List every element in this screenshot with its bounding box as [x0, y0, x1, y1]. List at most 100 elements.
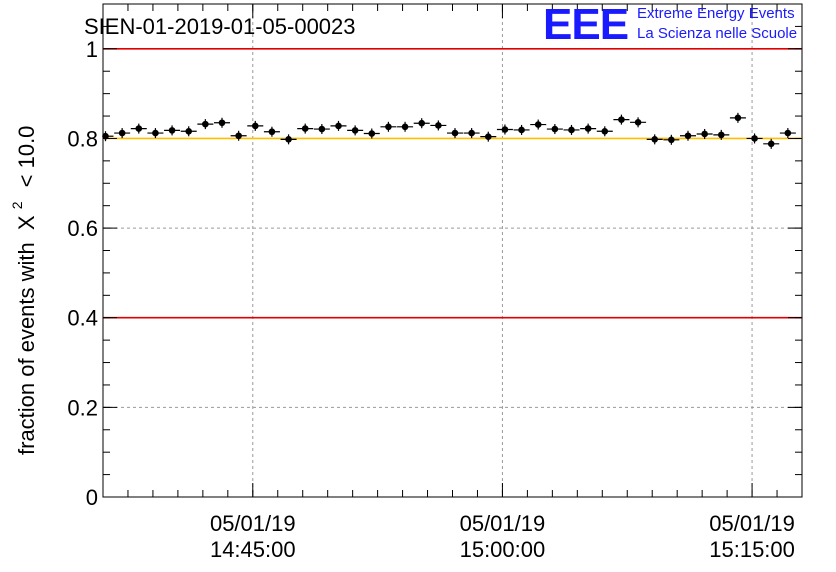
- point-marker: [534, 121, 542, 128]
- data-point: [213, 117, 230, 128]
- point-marker: [135, 125, 143, 132]
- data-point: [630, 117, 647, 128]
- data-point: [430, 120, 447, 131]
- point-marker: [218, 119, 226, 127]
- point-marker: [268, 128, 276, 136]
- y-axis-label-symbol: X: [14, 215, 39, 230]
- y-axis-label-tail: < 10.0: [14, 126, 39, 188]
- data-point: [580, 123, 597, 134]
- point-marker: [185, 127, 193, 135]
- data-point: [363, 128, 380, 139]
- data-point: [147, 128, 164, 139]
- point-marker: [484, 133, 492, 140]
- data-point: [230, 130, 247, 141]
- data-point: [480, 131, 497, 142]
- point-marker: [451, 129, 459, 137]
- data-point: [397, 121, 414, 132]
- plot-frame: [102, 3, 803, 498]
- y-tick-label: 0: [86, 485, 98, 510]
- y-axis-label-text: fraction of events with: [14, 242, 39, 455]
- x-tick-time: 15:00:00: [460, 537, 546, 562]
- data-point: [463, 128, 480, 139]
- y-axis-label: fraction of events with X 2 < 10.0: [9, 126, 39, 455]
- point-marker: [335, 122, 342, 130]
- point-marker: [668, 136, 675, 144]
- data-point: [530, 119, 547, 130]
- point-marker: [684, 132, 692, 140]
- data-point: [779, 128, 796, 139]
- data-point: [613, 114, 630, 125]
- y-tick-label: 0.2: [67, 395, 98, 420]
- point-marker: [118, 129, 126, 137]
- point-marker: [518, 126, 525, 134]
- point-marker: [551, 125, 559, 133]
- data-point: [646, 134, 663, 145]
- data-point: [746, 133, 763, 144]
- point-marker: [751, 135, 758, 142]
- point-marker: [584, 125, 592, 132]
- data-point: [380, 121, 397, 132]
- data-point: [763, 138, 780, 149]
- point-marker: [401, 123, 409, 131]
- data-point: [114, 128, 131, 139]
- point-marker: [351, 127, 359, 134]
- x-tick-time: 14:45:00: [210, 537, 296, 562]
- data-point: [313, 124, 330, 135]
- point-marker: [102, 132, 109, 140]
- data-point: [563, 124, 580, 135]
- data-points: [102, 112, 796, 149]
- x-tick-date: 05/01/19: [709, 511, 795, 536]
- y-tick-label: 0.6: [67, 216, 98, 241]
- grid-lines: [103, 4, 802, 497]
- y-tick-label: 1: [86, 37, 98, 62]
- data-point: [663, 134, 680, 145]
- point-marker: [301, 125, 309, 132]
- point-marker: [701, 130, 708, 138]
- point-marker: [634, 119, 642, 126]
- data-point: [247, 120, 264, 131]
- data-point: [347, 125, 364, 136]
- point-marker: [202, 120, 209, 128]
- eee-logo-mark: EEE: [543, 0, 628, 49]
- data-point: [102, 131, 114, 142]
- point-marker: [767, 140, 775, 148]
- data-point: [297, 123, 314, 134]
- point-marker: [468, 129, 475, 137]
- y-axis-label-exponent: 2: [9, 201, 25, 209]
- point-marker: [651, 136, 659, 143]
- point-marker: [501, 126, 509, 133]
- data-point: [413, 118, 430, 129]
- x-tick-date: 05/01/19: [210, 511, 296, 536]
- axis-ticks: 00.20.40.60.8105/01/1914:45:0005/01/1915…: [67, 3, 802, 562]
- eee-logo: EEE Extreme Energy Events La Scienza nel…: [543, 0, 797, 49]
- point-marker: [152, 129, 159, 137]
- point-marker: [235, 132, 242, 140]
- x-tick-date: 05/01/19: [460, 511, 546, 536]
- y-tick-label: 0.8: [67, 126, 98, 151]
- data-point: [496, 124, 513, 135]
- data-point: [180, 126, 197, 137]
- data-point: [130, 123, 147, 134]
- x-tick-time: 15:15:00: [709, 537, 795, 562]
- point-marker: [568, 126, 575, 134]
- data-point: [596, 126, 613, 137]
- point-marker: [435, 122, 442, 129]
- point-marker: [168, 127, 176, 134]
- point-marker: [784, 129, 792, 137]
- eee-logo-line2: La Scienza nelle Scuole: [637, 25, 797, 42]
- point-marker: [734, 114, 742, 122]
- point-marker: [601, 127, 609, 135]
- point-marker: [368, 130, 376, 137]
- data-point: [546, 124, 563, 135]
- data-point: [729, 112, 746, 123]
- point-marker: [385, 123, 392, 131]
- data-point: [679, 130, 696, 141]
- data-point: [164, 125, 181, 136]
- y-tick-label: 0.4: [67, 306, 98, 331]
- reference-lines: [103, 48, 802, 319]
- data-point: [446, 128, 463, 139]
- point-marker: [717, 131, 725, 139]
- point-marker: [418, 119, 426, 127]
- data-point: [330, 120, 347, 131]
